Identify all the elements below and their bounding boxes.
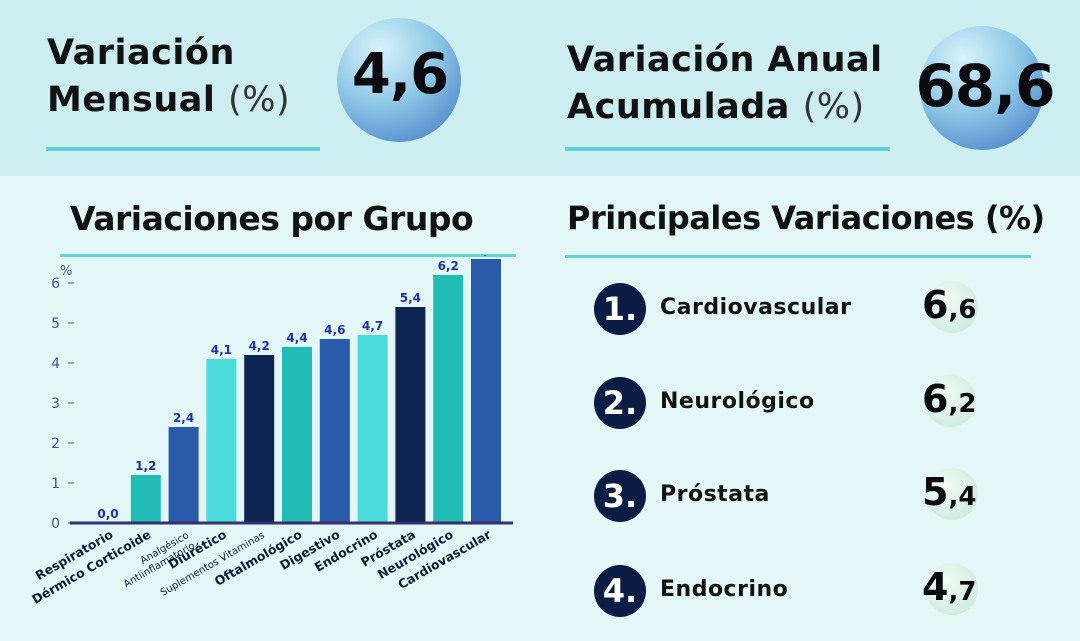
- bar-9: [395, 307, 426, 523]
- annual-value: 68,6: [915, 52, 1055, 120]
- annual-unit: (%): [802, 87, 865, 127]
- annual-label-line1: Variación Anual: [567, 40, 883, 80]
- bar-value-label: 2,4: [173, 411, 194, 425]
- y-tick-label: 3: [51, 396, 60, 412]
- monthly-variation-label: Variación Mensual (%): [47, 30, 290, 124]
- rank-value-decimal: ,6: [948, 295, 977, 325]
- bar-3: [168, 427, 199, 523]
- header-band: [0, 0, 1080, 176]
- rank-value-disc: [926, 281, 978, 333]
- rank-name: Neurológico: [660, 389, 815, 414]
- monthly-underline: [46, 147, 320, 151]
- y-tick-label: 0: [51, 516, 60, 532]
- bar-value-label: 6,6: [475, 255, 496, 257]
- rank-value-decimal: ,2: [948, 389, 977, 419]
- groups-section-title: Variaciones por Grupo: [70, 199, 474, 238]
- bar-value-label: 4,2: [249, 339, 270, 353]
- rank-value-disc: [924, 375, 976, 427]
- bar-value-label: 4,4: [286, 331, 307, 345]
- rank-value-disc: [926, 563, 978, 615]
- y-tick-label: 4: [51, 356, 60, 372]
- monthly-label-line1: Variación: [47, 33, 235, 73]
- y-tick-label: 5: [51, 316, 60, 332]
- y-tick-label: 1: [51, 476, 60, 492]
- rank-number-badge: 2.: [594, 377, 646, 429]
- annual-value-bubble: [920, 26, 1044, 150]
- annual-underline: [565, 147, 890, 151]
- rank-value-disc: [926, 468, 978, 520]
- bar-value-label: 4,6: [324, 323, 345, 337]
- bar-6: [282, 347, 312, 523]
- rank-name: Próstata: [660, 482, 770, 507]
- rank-value-integer: 6: [922, 377, 949, 421]
- rank-name: Endocrino: [660, 577, 789, 602]
- rank-value-integer: 6: [922, 283, 949, 327]
- bar-7: [319, 339, 350, 523]
- bar-value-label: 4,1: [211, 343, 232, 357]
- rank-value-integer: 5: [922, 470, 949, 514]
- bar-value-label: 0,0: [97, 507, 118, 521]
- monthly-unit: (%): [228, 80, 291, 120]
- bar-10: [433, 275, 464, 523]
- rank-value: 6,2: [922, 377, 976, 421]
- monthly-label-line2: Mensual: [47, 80, 216, 120]
- y-tick-label: 2: [51, 436, 60, 452]
- bar-8: [357, 335, 388, 523]
- bar-value-label: 5,4: [400, 291, 421, 305]
- rank-number-badge: 3.: [594, 470, 646, 522]
- bar-value-label: 4,7: [362, 319, 383, 333]
- bar-5: [244, 355, 275, 523]
- annual-variation-label: Variación Anual Acumulada (%): [567, 37, 883, 131]
- rank-value: 5,4: [922, 470, 976, 514]
- bar-value-label: 1,2: [135, 459, 156, 473]
- y-tick-label: 6: [51, 276, 60, 292]
- bar-2: [130, 475, 161, 523]
- rank-value: 4,7: [922, 565, 976, 609]
- annual-label-line2: Acumulada: [567, 87, 790, 127]
- bar-value-label: 6,2: [438, 259, 459, 273]
- rank-number-badge: 4.: [594, 565, 646, 617]
- rank-number-badge: 1.: [594, 283, 646, 335]
- monthly-value-bubble: [337, 18, 461, 142]
- rank-value: 6,6: [922, 283, 976, 327]
- monthly-value: 4,6: [351, 42, 449, 107]
- bar-11: [471, 259, 501, 523]
- rank-value-decimal: ,4: [948, 482, 977, 512]
- rank-value-decimal: ,7: [948, 577, 977, 607]
- bar-4: [206, 359, 237, 523]
- top-title-underline: [565, 255, 1031, 258]
- rank-value-integer: 4: [922, 565, 949, 609]
- top-variations-title: Principales Variaciones (%): [567, 199, 1045, 237]
- rank-name: Cardiovascular: [660, 295, 852, 320]
- groups-title-underline: [60, 254, 516, 257]
- y-axis-label: %: [60, 264, 72, 279]
